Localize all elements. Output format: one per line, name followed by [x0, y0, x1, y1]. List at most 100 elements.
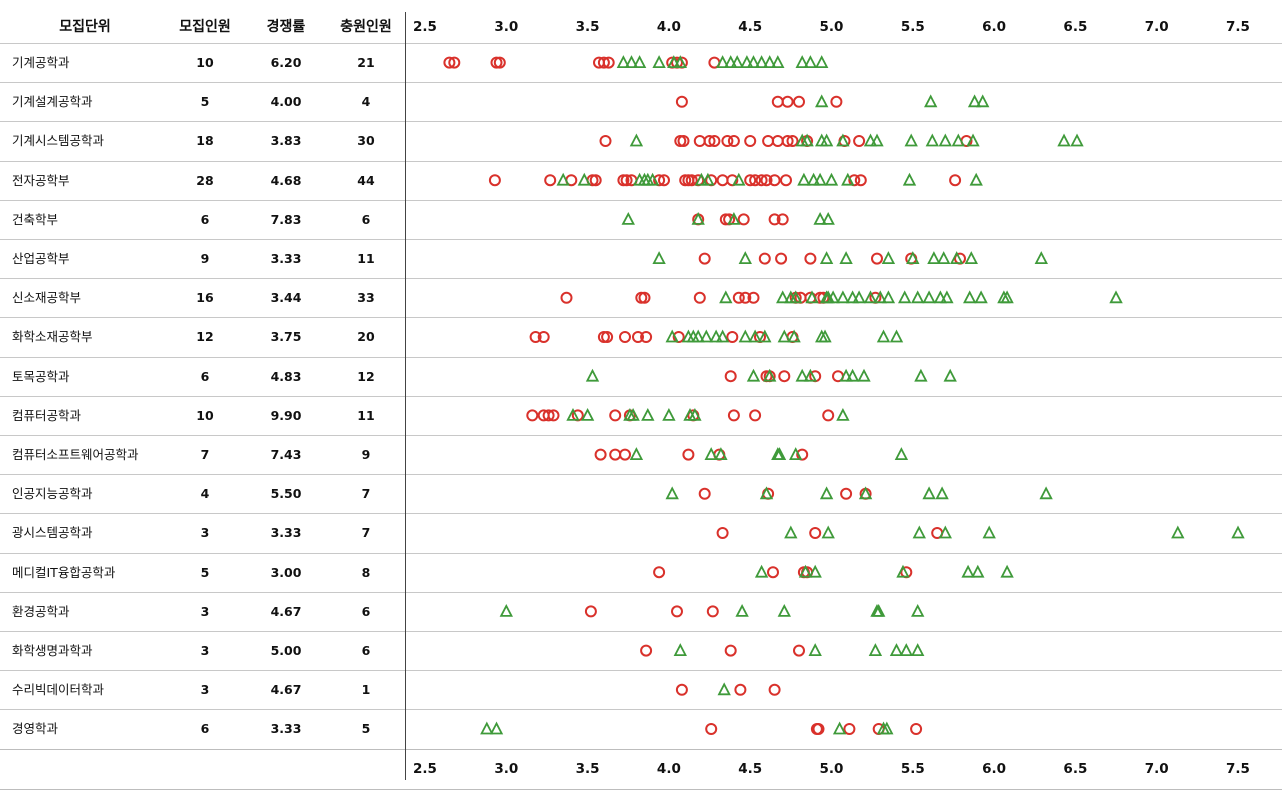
- triangle-point: [961, 564, 975, 578]
- quota-value: 7: [200, 447, 210, 462]
- quota-value: 5: [200, 565, 210, 580]
- triangle-point: [803, 368, 818, 382]
- circle-point: [830, 95, 843, 108]
- triangle-point: [857, 368, 871, 382]
- triangle-point: [911, 603, 925, 617]
- triangle-point: [896, 564, 910, 578]
- row-gridline: [0, 278, 1282, 279]
- triangle-point: [1000, 564, 1014, 578]
- row-gridline: [0, 239, 1282, 240]
- quota-value: 10: [196, 408, 214, 423]
- circle-point: [760, 174, 773, 187]
- circle-point: [653, 566, 666, 579]
- circle-point: [771, 95, 784, 108]
- triangle-point: [724, 55, 738, 68]
- triangle-point: [937, 251, 951, 265]
- triangle-point: [933, 290, 948, 304]
- triangle-point: [841, 172, 855, 186]
- x-tick-label: 7.0: [1144, 19, 1169, 35]
- triangle-point: [800, 133, 814, 147]
- unit-name: 메디컬IT융합공학과: [12, 565, 116, 580]
- circle-point: [601, 331, 614, 343]
- circle-point: [755, 174, 768, 187]
- x-tick-label: 6.5: [1063, 19, 1088, 35]
- table-row: 컴퓨터공학과 10 9.90 11: [0, 396, 405, 435]
- x-tick-label: 3.0: [494, 761, 519, 777]
- triangle-point: [964, 251, 978, 265]
- triangle-point: [580, 407, 595, 421]
- triangle-point: [673, 643, 687, 656]
- axis-divider: [405, 12, 406, 780]
- x-tick-label: 5.0: [819, 19, 844, 35]
- triangle-point: [763, 55, 777, 68]
- triangle-point: [839, 251, 853, 265]
- table-row: 인공지능공학과 4 5.50 7: [0, 474, 405, 513]
- extra-value: 8: [361, 565, 371, 580]
- triangle-point: [776, 290, 790, 304]
- circle-point: [640, 644, 653, 657]
- table-row: 메디컬IT융합공학과 5 3.00 8: [0, 553, 405, 592]
- unit-name: 기계설계공학과: [12, 94, 93, 109]
- triangle-point: [815, 55, 829, 68]
- table-row: 기계설계공학과 5 4.00 4: [0, 82, 405, 121]
- circle-point: [768, 174, 781, 187]
- x-tick-label: 5.5: [900, 19, 925, 35]
- triangle-point: [709, 329, 723, 343]
- triangle-point: [746, 368, 761, 382]
- triangle-point: [870, 133, 884, 147]
- circle-point: [812, 723, 825, 735]
- triangle-point: [1000, 290, 1014, 304]
- unit-name: 기계시스템공학과: [12, 133, 105, 148]
- rate-value: 4.67: [270, 604, 302, 619]
- table-row: 토목공학과 6 4.83 12: [0, 357, 405, 396]
- unit-name: 전자공학부: [12, 173, 70, 188]
- triangle-point: [699, 329, 713, 343]
- circle-point: [786, 135, 799, 147]
- triangle-point: [629, 447, 644, 461]
- triangle-point: [836, 290, 850, 304]
- triangle-point: [911, 643, 925, 656]
- triangle-point: [795, 368, 809, 382]
- row-gridline: [0, 513, 1282, 514]
- triangle-point: [863, 133, 878, 147]
- triangle-point: [727, 211, 741, 225]
- extra-value: 21: [357, 55, 375, 70]
- header-quota: 모집인원: [179, 19, 231, 35]
- triangle-point: [967, 94, 982, 108]
- circle-point: [693, 135, 706, 147]
- triangle-point: [982, 525, 996, 539]
- quota-value: 3: [200, 525, 210, 540]
- table-row: 경영학과 6 3.33 5: [0, 709, 405, 748]
- triangle-point: [758, 329, 772, 343]
- triangle-point: [832, 721, 847, 735]
- row-gridline: [0, 592, 1282, 593]
- header-unit: 모집단위: [59, 19, 111, 35]
- circle-point: [693, 291, 706, 304]
- triangle-point: [969, 172, 983, 186]
- circle-point: [768, 683, 781, 696]
- triangle-point: [1070, 133, 1084, 147]
- header-extra: 충원인원: [340, 19, 392, 35]
- circle-point: [609, 409, 622, 422]
- circle-point: [594, 448, 607, 461]
- circle-point: [778, 370, 791, 383]
- table-row: 컴퓨터소프트웨어공학과 7 7.43 9: [0, 435, 405, 474]
- circle-point: [620, 174, 633, 187]
- triangle-point: [818, 329, 832, 343]
- triangle-point: [1109, 290, 1123, 304]
- rate-value: 5.50: [270, 486, 302, 501]
- triangle-point: [813, 211, 827, 225]
- circle-point: [726, 174, 739, 187]
- circle-point: [781, 135, 794, 147]
- triangle-point: [872, 603, 886, 617]
- circle-point: [602, 56, 615, 69]
- rate-value: 4.67: [270, 682, 302, 697]
- circle-point: [804, 252, 817, 265]
- extra-value: 12: [357, 369, 375, 384]
- extra-value: 33: [357, 290, 375, 305]
- circle-point: [749, 409, 762, 422]
- circle-point: [727, 409, 740, 422]
- quota-value: 5: [200, 94, 210, 109]
- unit-name: 건축학부: [12, 212, 59, 227]
- triangle-point: [803, 55, 818, 68]
